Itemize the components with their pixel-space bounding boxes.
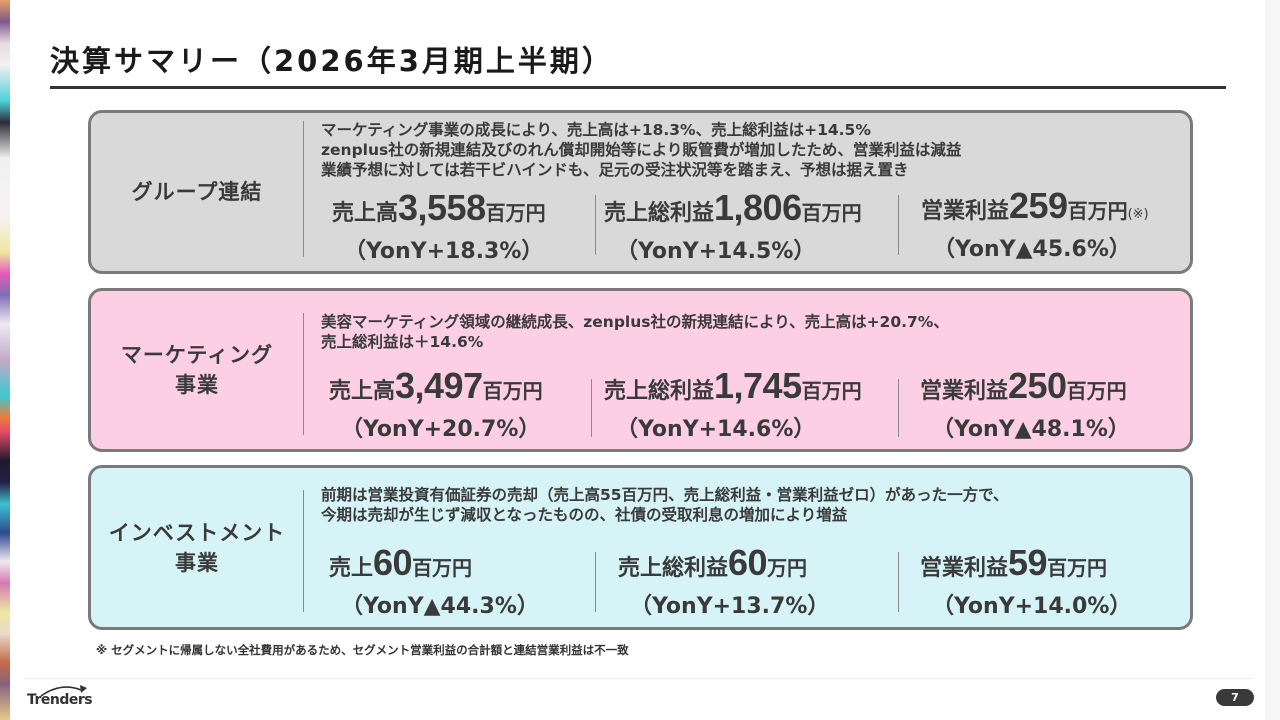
description-line: 業績予想に対しては若干ビハインドも、足元の受注状況等を踏まえ、予想は据え置き [321, 161, 909, 179]
segment-label-line: グループ連結 [131, 180, 263, 204]
metric-label: 営業利益 [920, 556, 1009, 581]
metric-yoy: （YonY+14.5%） [616, 239, 816, 264]
description-line: 美容マーケティング領域の継続成長、zenplus社の新規連結により、売上高は+2… [321, 313, 949, 331]
metric-footnote-mark: (※) [1127, 207, 1149, 222]
segment-divider [303, 313, 304, 435]
metric-label: 売上高 [329, 379, 396, 404]
metric-value: 60 [728, 542, 768, 583]
metric-unit: 百万円 [1067, 199, 1128, 223]
metric-divider [591, 379, 592, 437]
metric-value: 1,806 [714, 187, 802, 228]
segment-label: グループ連結 [91, 113, 303, 271]
metric-divider [595, 552, 596, 612]
metric-unit: 百万円 [1047, 556, 1108, 580]
segment-label-line: 事業 [175, 550, 219, 575]
description-line: 売上総利益は＋14.6% [321, 333, 484, 351]
metric-unit: 万円 [767, 556, 808, 580]
description-line: 前期は営業投資有価証券の売却（売上高55百万円、売上総利益・営業利益ゼロ）があっ… [321, 486, 1009, 504]
title-underline [50, 86, 1226, 89]
metric-value: 259 [1009, 185, 1068, 226]
metric-sales: 売上高3,497百万円 （YonY+20.7%） [329, 365, 543, 443]
metric-label: 営業利益 [920, 379, 1009, 404]
metric-value: 3,558 [398, 187, 486, 228]
metric-yoy: （YonY▲48.1%） [932, 417, 1130, 442]
metric-yoy: （YonY▲45.6%） [933, 237, 1131, 262]
metric-yoy: （YonY+14.6%） [616, 417, 816, 442]
trend-arrow-icon [40, 685, 87, 697]
metric-yoy: （YonY+20.7%） [341, 417, 541, 442]
segment-label: マーケティング 事業 [91, 291, 303, 449]
metric-divider [898, 552, 899, 612]
metric-value: 59 [1008, 542, 1048, 583]
metric-unit: 百万円 [482, 379, 543, 403]
metric-operating-profit: 営業利益259百万円(※) （YonY▲45.6%） [921, 185, 1149, 263]
metric-label: 売上 [329, 556, 374, 581]
footnote: ※ セグメントに帰属しない全社費用があるため、セグメント営業利益の合計額と連結営… [96, 643, 629, 657]
metric-label: 売上総利益 [618, 556, 729, 581]
metric-unit: 百万円 [485, 201, 546, 225]
segment-description: 前期は営業投資有価証券の売却（売上高55百万円、売上総利益・営業利益ゼロ）があっ… [321, 485, 1008, 525]
segment-divider [303, 490, 304, 612]
metric-unit: 百万円 [801, 379, 862, 403]
description-line: 今期は売却が生じず減収となったものの、社債の受取利息の増加により増益 [321, 506, 848, 524]
segment-label: インベストメント 事業 [91, 468, 303, 627]
metric-gross-profit: 売上総利益60万円 （YonY+13.7%） [618, 542, 829, 620]
metric-unit: 百万円 [412, 556, 473, 580]
metric-yoy: （YonY▲44.3%） [341, 594, 539, 619]
metric-divider [898, 195, 899, 255]
metric-label: 売上高 [332, 201, 399, 226]
metric-value: 1,745 [714, 365, 802, 406]
segment-label-line: インベストメント [108, 520, 286, 545]
metric-sales: 売上60百万円 （YonY▲44.3%） [329, 542, 539, 620]
page-title: 決算サマリー（2026年3月期上半期） [50, 44, 614, 78]
description-line: マーケティング事業の成長により、売上高は+18.3%、売上総利益は+14.5% [321, 121, 871, 139]
metric-operating-profit: 営業利益59百万円 （YonY+14.0%） [920, 542, 1131, 620]
metric-yoy: （YonY+14.0%） [932, 594, 1132, 619]
segment-label-line: 事業 [175, 373, 219, 397]
metric-divider [595, 195, 596, 255]
metric-gross-profit: 売上総利益1,745百万円 （YonY+14.6%） [604, 365, 862, 443]
metric-yoy: （YonY+13.7%） [630, 594, 830, 619]
footer-divider [24, 678, 1254, 679]
page-number-badge: 7 [1216, 689, 1254, 706]
metric-sales: 売上高3,558百万円 （YonY+18.3%） [332, 187, 546, 265]
metric-unit: 百万円 [801, 201, 862, 225]
metric-value: 60 [373, 542, 413, 583]
metric-value: 3,497 [395, 365, 483, 406]
panel-marketing: マーケティング 事業 美容マーケティング領域の継続成長、zenplus社の新規連… [88, 288, 1193, 452]
logo-text: Trenders [27, 692, 93, 708]
right-margin-strip [1265, 0, 1280, 720]
metric-unit: 百万円 [1066, 379, 1127, 403]
segment-label-line: マーケティング [120, 343, 274, 367]
metric-label: 売上総利益 [604, 201, 715, 226]
metric-gross-profit: 売上総利益1,806百万円 （YonY+14.5%） [604, 187, 862, 265]
panel-investment: インベストメント 事業 前期は営業投資有価証券の売却（売上高55百万円、売上総利… [88, 465, 1193, 630]
metric-operating-profit: 営業利益250百万円 （YonY▲48.1%） [920, 365, 1130, 443]
description-line: zenplus社の新規連結及びのれん償却開始等により販管費が増加したため、営業利… [321, 141, 962, 159]
metric-divider [898, 379, 899, 437]
metric-value: 250 [1008, 365, 1067, 406]
segment-description: マーケティング事業の成長により、売上高は+18.3%、売上総利益は+14.5% … [321, 120, 961, 180]
segment-divider [303, 121, 304, 257]
decorative-side-strip [0, 0, 10, 720]
company-logo: Trenders [27, 684, 93, 710]
metric-label: 売上総利益 [604, 379, 715, 404]
panel-group-consolidated: グループ連結 マーケティング事業の成長により、売上高は+18.3%、売上総利益は… [88, 110, 1193, 274]
metric-label: 営業利益 [921, 199, 1010, 224]
metric-yoy: （YonY+18.3%） [344, 239, 544, 264]
segment-description: 美容マーケティング領域の継続成長、zenplus社の新規連結により、売上高は+2… [321, 312, 949, 352]
